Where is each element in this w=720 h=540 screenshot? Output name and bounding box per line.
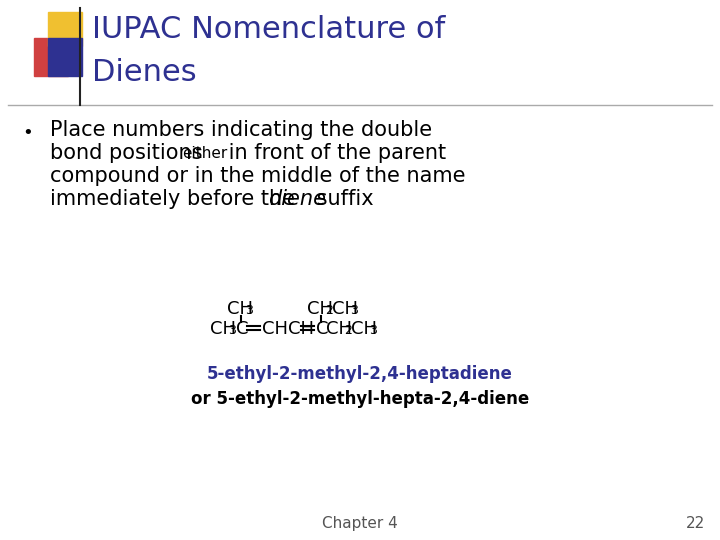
Text: •: • bbox=[22, 124, 32, 142]
Text: either: either bbox=[182, 146, 228, 161]
Text: C: C bbox=[236, 320, 248, 338]
Text: Chapter 4: Chapter 4 bbox=[322, 516, 398, 531]
Text: CH: CH bbox=[326, 320, 352, 338]
Text: 3: 3 bbox=[369, 324, 377, 337]
Text: bond positions: bond positions bbox=[50, 143, 209, 163]
Text: CH: CH bbox=[307, 300, 333, 318]
Text: suffix: suffix bbox=[310, 189, 374, 209]
Text: or 5-ethyl-2-methyl-hepta-2,4-diene: or 5-ethyl-2-methyl-hepta-2,4-diene bbox=[191, 390, 529, 408]
Bar bbox=[48, 12, 82, 46]
Text: IUPAC Nomenclature of: IUPAC Nomenclature of bbox=[92, 15, 445, 44]
Text: 22: 22 bbox=[685, 516, 705, 531]
Text: Dienes: Dienes bbox=[92, 58, 197, 87]
Text: in front of the parent: in front of the parent bbox=[222, 143, 446, 163]
Text: compound or in the middle of the name: compound or in the middle of the name bbox=[50, 166, 466, 186]
Text: C: C bbox=[316, 320, 328, 338]
Text: 3: 3 bbox=[228, 324, 236, 337]
Text: CH: CH bbox=[227, 300, 253, 318]
Bar bbox=[48, 38, 82, 76]
Text: CH: CH bbox=[351, 320, 377, 338]
Text: 2: 2 bbox=[325, 304, 333, 317]
Text: CHCH: CHCH bbox=[262, 320, 314, 338]
Text: CH: CH bbox=[332, 300, 358, 318]
Text: 5-ethyl-2-methyl-2,4-heptadiene: 5-ethyl-2-methyl-2,4-heptadiene bbox=[207, 365, 513, 383]
Text: 2: 2 bbox=[344, 324, 352, 337]
Text: diene: diene bbox=[268, 189, 326, 209]
Text: CH: CH bbox=[210, 320, 236, 338]
Text: 3: 3 bbox=[350, 304, 358, 317]
Bar bbox=[34, 38, 68, 76]
Text: Place numbers indicating the double: Place numbers indicating the double bbox=[50, 120, 432, 140]
Text: immediately before the: immediately before the bbox=[50, 189, 302, 209]
Text: 3: 3 bbox=[245, 304, 253, 317]
